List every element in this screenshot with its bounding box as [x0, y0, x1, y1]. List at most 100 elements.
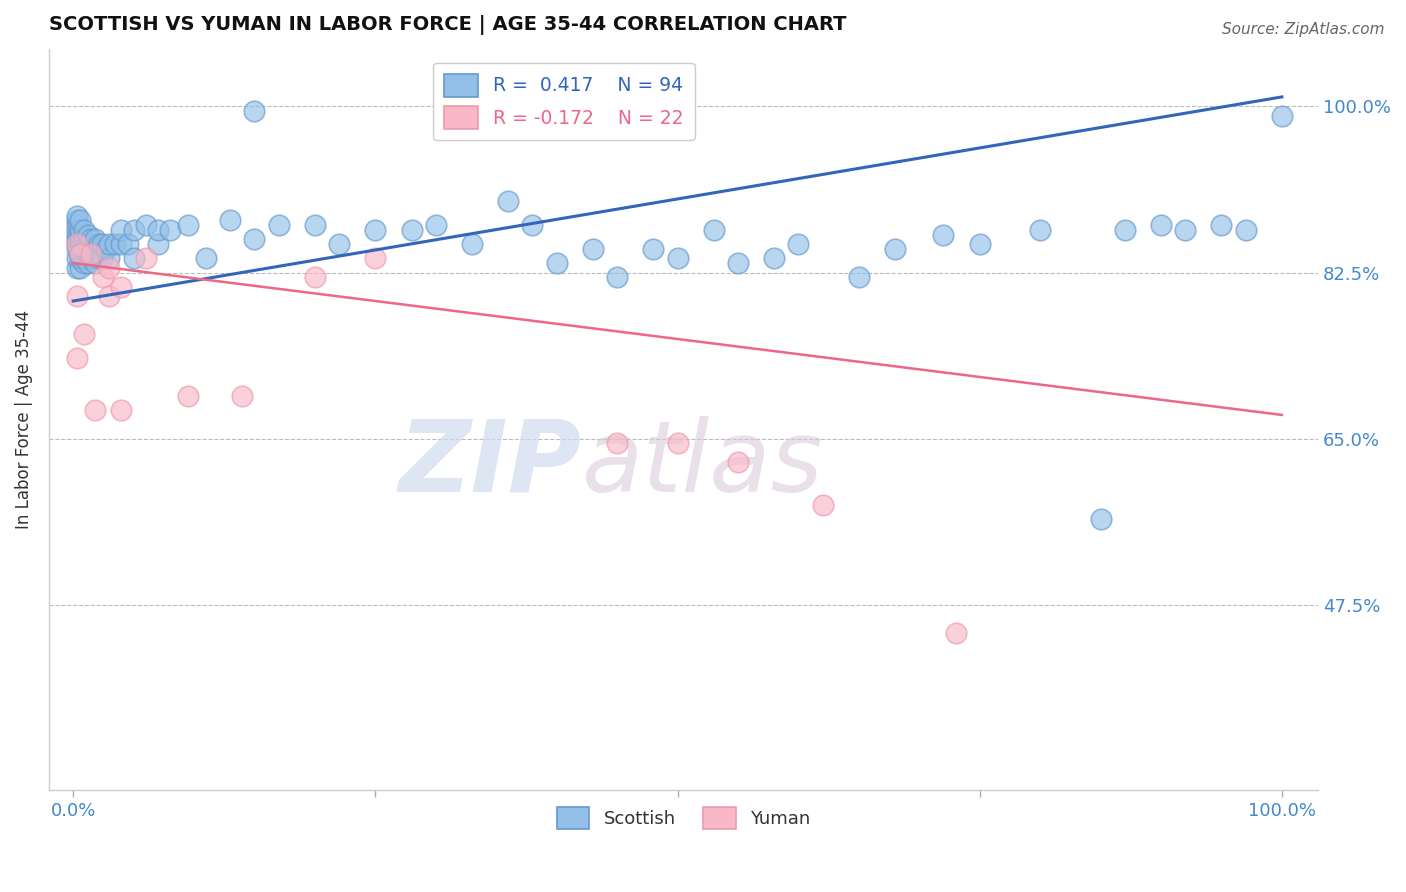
Point	[69, 246, 91, 260]
Point	[66, 260, 89, 275]
Point	[69, 232, 91, 246]
Point	[364, 223, 387, 237]
Point	[80, 246, 103, 260]
Legend: Scottish, Yuman: Scottish, Yuman	[550, 800, 817, 837]
Point	[66, 237, 89, 252]
Point	[76, 246, 98, 260]
Point	[945, 626, 967, 640]
Text: SCOTTISH VS YUMAN IN LABOR FORCE | AGE 35-44 CORRELATION CHART: SCOTTISH VS YUMAN IN LABOR FORCE | AGE 3…	[49, 15, 846, 35]
Point	[243, 104, 266, 119]
Point	[98, 237, 121, 252]
Point	[98, 289, 121, 303]
Point	[1114, 223, 1136, 237]
Point	[66, 209, 89, 223]
Text: Source: ZipAtlas.com: Source: ZipAtlas.com	[1222, 22, 1385, 37]
Point	[91, 237, 114, 252]
Point	[69, 252, 91, 266]
Point	[80, 252, 103, 266]
Point	[66, 218, 89, 232]
Point	[146, 237, 169, 252]
Point	[582, 242, 605, 256]
Point	[76, 256, 98, 270]
Point	[76, 227, 98, 242]
Point	[66, 237, 89, 252]
Point	[1234, 223, 1257, 237]
Point	[811, 498, 834, 512]
Point	[69, 213, 91, 227]
Point	[69, 260, 91, 275]
Point	[110, 279, 132, 293]
Text: atlas: atlas	[582, 416, 824, 513]
Point	[606, 109, 628, 123]
Point	[1150, 218, 1173, 232]
Point	[73, 327, 96, 342]
Point	[461, 109, 484, 123]
Point	[80, 232, 103, 246]
Point	[243, 232, 266, 246]
Point	[73, 223, 96, 237]
Point	[401, 223, 423, 237]
Point	[110, 223, 132, 237]
Point	[73, 232, 96, 246]
Point	[884, 242, 907, 256]
Point	[104, 237, 127, 252]
Point	[66, 232, 89, 246]
Point	[177, 218, 200, 232]
Point	[195, 252, 218, 266]
Point	[66, 227, 89, 242]
Point	[498, 194, 520, 209]
Point	[69, 223, 91, 237]
Point	[304, 218, 326, 232]
Point	[969, 237, 991, 252]
Point	[546, 256, 568, 270]
Point	[122, 252, 145, 266]
Point	[461, 237, 484, 252]
Point	[73, 242, 96, 256]
Point	[219, 213, 242, 227]
Point	[666, 252, 689, 266]
Point	[91, 252, 114, 266]
Point	[643, 242, 665, 256]
Point	[267, 218, 290, 232]
Point	[328, 237, 350, 252]
Point	[76, 237, 98, 252]
Point	[703, 223, 725, 237]
Point	[117, 237, 139, 252]
Text: ZIP: ZIP	[399, 416, 582, 513]
Point	[606, 436, 628, 450]
Point	[177, 389, 200, 403]
Point	[73, 252, 96, 266]
Point	[66, 213, 89, 227]
Point	[66, 242, 89, 256]
Point	[1174, 223, 1197, 237]
Point	[83, 403, 105, 417]
Point	[69, 246, 91, 260]
Point	[1029, 223, 1052, 237]
Point	[66, 289, 89, 303]
Point	[98, 260, 121, 275]
Point	[80, 242, 103, 256]
Y-axis label: In Labor Force | Age 35-44: In Labor Force | Age 35-44	[15, 310, 32, 529]
Point	[135, 218, 157, 232]
Point	[425, 218, 447, 232]
Point	[83, 232, 105, 246]
Point	[83, 242, 105, 256]
Point	[848, 270, 870, 285]
Point	[83, 256, 105, 270]
Point	[932, 227, 955, 242]
Point	[87, 252, 110, 266]
Point	[666, 436, 689, 450]
Point	[98, 252, 121, 266]
Point	[606, 270, 628, 285]
Point	[66, 252, 89, 266]
Point	[122, 223, 145, 237]
Point	[110, 403, 132, 417]
Point	[1090, 512, 1112, 526]
Point	[135, 252, 157, 266]
Point	[93, 270, 115, 285]
Point	[727, 256, 749, 270]
Point	[66, 351, 89, 365]
Point	[763, 252, 786, 266]
Point	[110, 237, 132, 252]
Point	[66, 223, 89, 237]
